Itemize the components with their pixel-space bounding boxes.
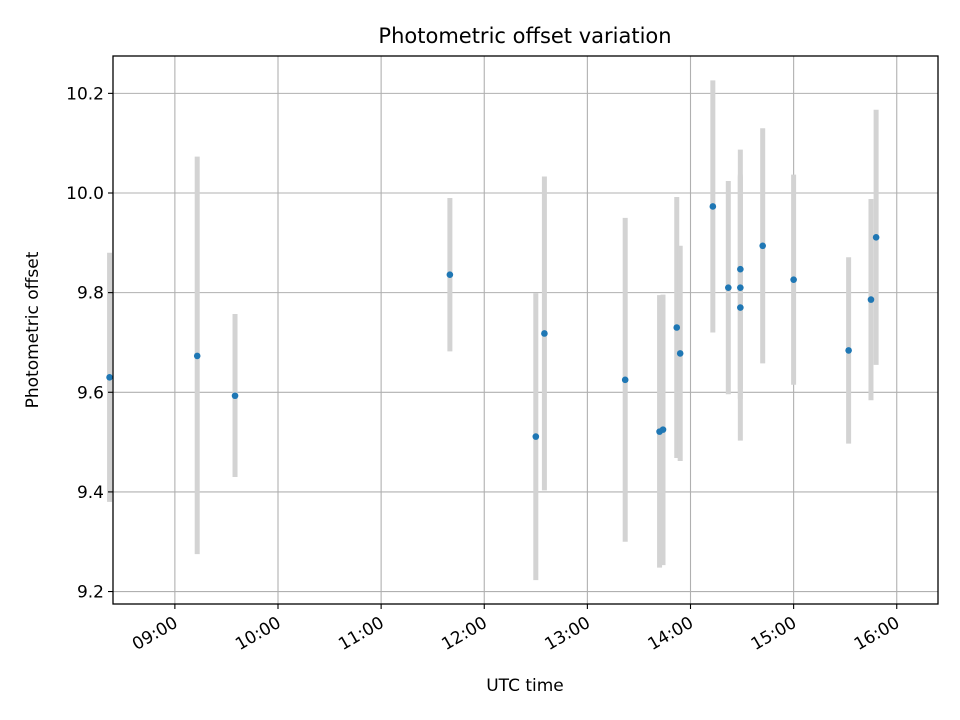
data-point bbox=[673, 324, 681, 331]
data-point bbox=[737, 284, 744, 291]
y-tick-label: 9.6 bbox=[77, 383, 104, 403]
data-point bbox=[532, 433, 540, 440]
data-point bbox=[193, 352, 201, 360]
y-axis-label: Photometric offset bbox=[23, 251, 43, 408]
y-tick-label: 9.8 bbox=[77, 284, 104, 304]
data-point bbox=[759, 242, 766, 250]
plot-area bbox=[113, 56, 938, 604]
data-points bbox=[106, 203, 880, 440]
data-point bbox=[725, 284, 732, 291]
data-point bbox=[867, 296, 875, 303]
y-tick-label: 9.4 bbox=[77, 483, 104, 503]
x-axis-label: UTC time bbox=[486, 676, 564, 696]
plot-frame bbox=[112, 55, 939, 605]
data-point bbox=[709, 203, 717, 210]
data-point bbox=[231, 392, 239, 400]
data-point bbox=[446, 271, 454, 279]
y-axis-ticks: 9.2 9.4 9.6 9.8 10.0 10.2 bbox=[66, 84, 113, 603]
data-point bbox=[790, 276, 797, 283]
y-tick-label: 9.2 bbox=[77, 583, 104, 603]
data-point bbox=[676, 350, 684, 357]
data-point bbox=[737, 265, 744, 273]
data-point bbox=[872, 234, 880, 241]
chart-title: Photometric offset variation bbox=[378, 24, 671, 48]
data-point bbox=[541, 330, 548, 337]
data-point bbox=[737, 304, 744, 311]
y-tick-label: 10.0 bbox=[66, 184, 104, 204]
data-point bbox=[845, 347, 852, 354]
y-tick-label: 10.2 bbox=[66, 84, 104, 104]
data-point bbox=[621, 376, 629, 384]
data-point bbox=[659, 426, 667, 433]
data-point bbox=[106, 374, 113, 381]
